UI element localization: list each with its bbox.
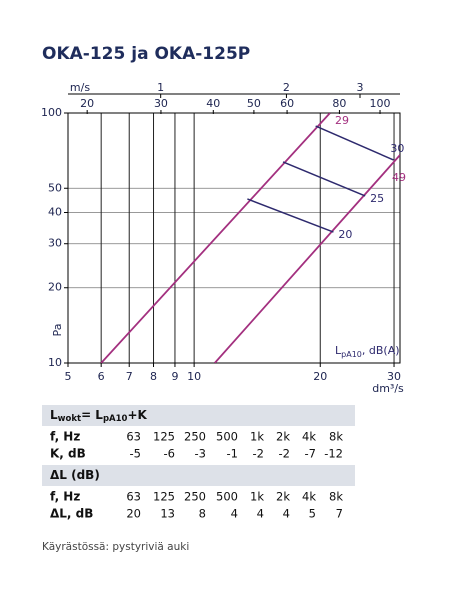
top-tick-label: 30 <box>154 97 168 110</box>
table-cell: 500 <box>216 490 238 504</box>
table-title-part: +K <box>127 408 147 422</box>
top-tick-label: 60 <box>280 97 294 110</box>
legend-label-part: , dB(A) <box>362 344 400 357</box>
table-cell: -2 <box>253 447 264 461</box>
top-tick-label: 2 <box>283 81 290 94</box>
top-tick-label: 50 <box>247 97 261 110</box>
table-cell: 4 <box>257 507 264 521</box>
table-row-label: ΔL, dB <box>50 507 93 521</box>
plot-frame <box>67 112 401 364</box>
x-tick-label: 30 <box>387 370 401 383</box>
table-cell: -12 <box>324 447 343 461</box>
x-tick-label: 20 <box>313 370 327 383</box>
y-axis-label: Pa <box>51 324 64 337</box>
table-header-bar <box>42 465 355 486</box>
top-axis-label: m/s <box>70 81 90 94</box>
table-title-part: = L <box>81 408 103 422</box>
y-tick-label: 100 <box>41 106 62 119</box>
top-tick-label: 40 <box>206 97 220 110</box>
footnote: Käyrästössä: pystyriviä auki <box>42 541 189 553</box>
series-label: 30 <box>390 142 404 155</box>
table-cell: 4k <box>302 490 316 504</box>
table-title-part: ΔL (dB) <box>50 468 100 482</box>
table-cell: 250 <box>184 490 206 504</box>
table-cell: 2k <box>276 490 290 504</box>
table-title: ΔL (dB) <box>50 468 100 482</box>
table-cell: 5 <box>309 507 316 521</box>
series-label: 20 <box>338 228 352 241</box>
table-title-part: wokt <box>58 414 81 424</box>
table-title: Lwokt= LpA10+K <box>50 408 148 424</box>
series-line <box>315 125 394 161</box>
table-cell: -6 <box>164 447 175 461</box>
series-label: 29 <box>335 114 349 127</box>
table-cell: -5 <box>130 447 141 461</box>
table-cell: -1 <box>227 447 238 461</box>
x-tick-label: 8 <box>150 370 157 383</box>
x-tick-label: 10 <box>187 370 201 383</box>
y-tick-label: 50 <box>48 181 62 194</box>
table-row-label: K, dB <box>50 447 86 461</box>
table-cell: 13 <box>160 507 175 521</box>
table-row-label: f, Hz <box>50 430 80 444</box>
table-cell: 8 <box>199 507 206 521</box>
table-cell: 4k <box>302 430 316 444</box>
legend-label: LpA10, dB(A) <box>335 344 400 359</box>
y-tick-label: 30 <box>48 237 62 250</box>
top-tick-label: 1 <box>157 81 164 94</box>
table-cell: -2 <box>279 447 290 461</box>
y-tick-label: 20 <box>48 281 62 294</box>
x-tick-label: 5 <box>65 370 72 383</box>
table-title-part: pA10 <box>103 414 128 424</box>
series-line <box>282 161 366 197</box>
table-cell: 20 <box>126 507 141 521</box>
table-cell: 250 <box>184 430 206 444</box>
y-tick-label: 10 <box>48 356 62 369</box>
table-cell: 7 <box>336 507 343 521</box>
top-tick-label: 80 <box>332 97 346 110</box>
series-line <box>247 198 334 233</box>
series-line <box>100 113 331 363</box>
table-cell: -3 <box>195 447 206 461</box>
table-cell: 8k <box>329 430 343 444</box>
table-cell: 125 <box>153 490 175 504</box>
table-cell: 500 <box>216 430 238 444</box>
series-label: 49 <box>392 171 406 184</box>
series-line <box>214 154 400 363</box>
table-cell: 125 <box>153 430 175 444</box>
table-header-bar <box>42 405 355 426</box>
x-axis-label: dm³/s <box>372 382 404 395</box>
legend-label-part: pA10 <box>341 350 362 359</box>
table-cell: 2k <box>276 430 290 444</box>
table-cell: 63 <box>126 490 141 504</box>
table-cell: 4 <box>283 507 290 521</box>
top-tick-label: 3 <box>356 81 363 94</box>
series-label: 25 <box>370 192 384 205</box>
table-cell: -7 <box>305 447 316 461</box>
top-tick-label: 20 <box>80 97 94 110</box>
chart-title: OKA-125 ja OKA-125P <box>42 44 250 64</box>
table-cell: 1k <box>250 430 264 444</box>
table-row-label: f, Hz <box>50 490 80 504</box>
y-tick-label: 40 <box>48 205 62 218</box>
table-cell: 63 <box>126 430 141 444</box>
legend-label-part: L <box>335 344 342 357</box>
table-cell: 1k <box>250 490 264 504</box>
top-tick-label: 100 <box>370 97 391 110</box>
table-cell: 8k <box>329 490 343 504</box>
table-title-part: L <box>50 408 58 422</box>
table-cell: 4 <box>231 507 238 521</box>
x-tick-label: 6 <box>98 370 105 383</box>
x-tick-label: 7 <box>126 370 133 383</box>
x-tick-label: 9 <box>171 370 178 383</box>
